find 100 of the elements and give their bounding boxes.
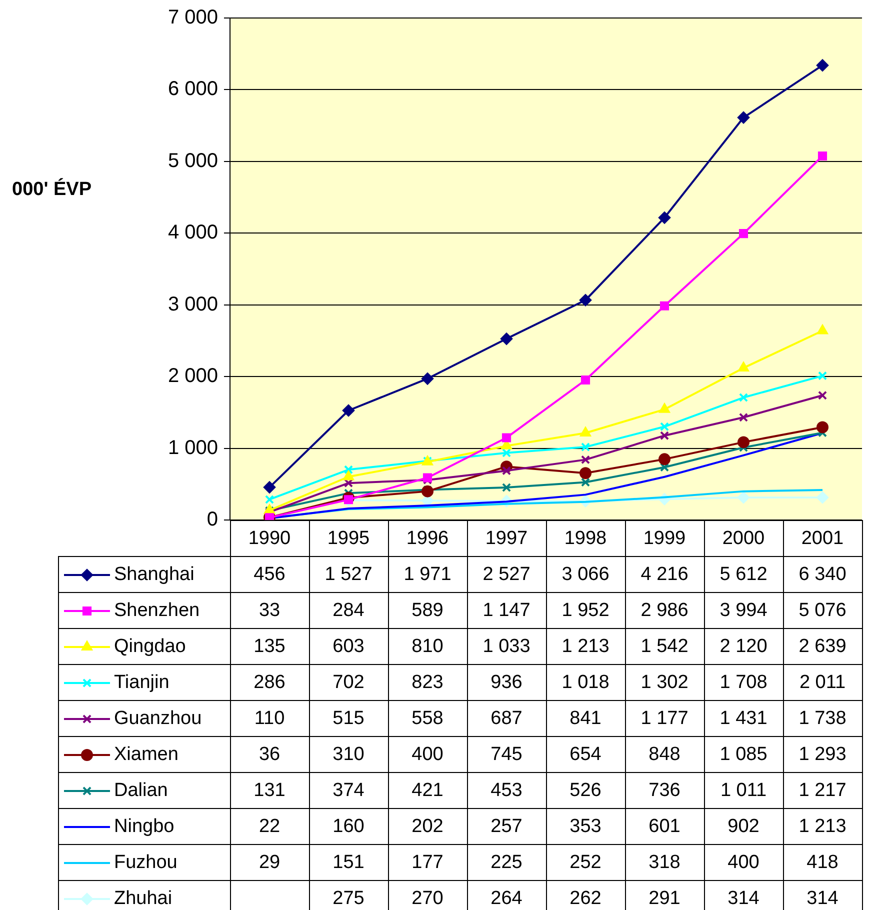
data-label: 810 <box>412 636 444 658</box>
data-label: 1 177 <box>640 708 688 730</box>
x-tick-label: 2000 <box>722 528 765 550</box>
data-label: 36 <box>258 744 280 766</box>
x-tick-label: 1998 <box>564 528 607 550</box>
x-tick-label: 1997 <box>485 528 528 550</box>
x-tick-label: 1995 <box>327 528 370 550</box>
data-label: 1 952 <box>562 600 610 622</box>
y-tick-label: 6 000 <box>168 78 218 100</box>
data-label: 318 <box>648 852 680 874</box>
data-label: 1 213 <box>798 816 846 838</box>
data-label: 1 018 <box>562 672 610 694</box>
data-label: 1 213 <box>562 636 610 658</box>
legend-label: Shenzhen <box>114 600 200 622</box>
data-label: 284 <box>332 600 365 622</box>
data-label: 291 <box>648 888 680 910</box>
data-label: 1 217 <box>798 780 846 802</box>
y-tick-label: 1 000 <box>168 436 218 459</box>
legend-label: Ningbo <box>114 816 174 838</box>
data-label: 1 738 <box>798 708 846 730</box>
data-label: 1 033 <box>482 636 530 658</box>
data-label: 2 527 <box>482 564 530 586</box>
data-label: 902 <box>728 816 760 838</box>
data-label: 589 <box>412 600 444 622</box>
legend-label: Shanghai <box>114 564 194 586</box>
data-label: 1 708 <box>720 672 768 694</box>
data-label: 1 527 <box>324 564 372 586</box>
data-label: 823 <box>412 672 444 694</box>
data-label: 4 216 <box>640 564 688 586</box>
y-tick-label: 7 000 <box>168 6 218 29</box>
data-label: 310 <box>332 744 364 766</box>
x-tick-label: 1996 <box>406 528 449 550</box>
y-tick-label: 4 000 <box>168 222 218 244</box>
data-label: 5 612 <box>720 564 768 586</box>
y-tick-label: 5 000 <box>168 150 218 172</box>
data-label: 314 <box>728 888 760 910</box>
data-label: 5 076 <box>798 600 846 622</box>
data-label: 601 <box>648 816 680 838</box>
legend-label: Dalian <box>114 780 168 802</box>
legend-label: Tianjin <box>114 672 170 694</box>
data-label: 33 <box>258 600 280 622</box>
data-label: 702 <box>332 672 364 694</box>
data-label: 1 971 <box>404 564 452 586</box>
y-tick-label: 3 000 <box>168 293 218 316</box>
data-label: 135 <box>254 636 286 658</box>
x-tick-label: 1990 <box>248 528 291 550</box>
data-label: 526 <box>570 780 602 802</box>
data-label: 936 <box>490 672 522 694</box>
data-label: 515 <box>332 708 364 730</box>
legend-label: Fuzhou <box>114 852 178 874</box>
data-label: 687 <box>490 708 522 730</box>
data-label: 558 <box>412 708 444 730</box>
data-label: 160 <box>332 816 364 838</box>
data-label: 2 986 <box>640 600 688 622</box>
data-label: 252 <box>570 852 602 874</box>
y-tick-label: 2 000 <box>168 365 218 388</box>
data-label: 456 <box>254 564 286 586</box>
data-label: 400 <box>412 744 444 766</box>
data-label: 745 <box>490 744 522 766</box>
data-label: 110 <box>254 708 285 730</box>
data-label: 262 <box>570 888 602 910</box>
data-label: 654 <box>570 744 602 766</box>
data-label: 264 <box>490 888 523 910</box>
legend-label: Zhuhai <box>114 888 172 910</box>
data-label: 225 <box>490 852 522 874</box>
x-tick-label: 1999 <box>643 528 686 550</box>
data-label: 841 <box>570 708 602 730</box>
data-label: 1 147 <box>482 600 530 622</box>
data-label: 257 <box>490 816 522 838</box>
data-label: 418 <box>806 852 838 874</box>
data-label: 2 011 <box>799 672 846 694</box>
data-label: 736 <box>648 780 680 802</box>
legend-label: Guanzhou <box>114 708 202 730</box>
data-label: 421 <box>412 780 444 802</box>
data-label: 151 <box>332 852 364 874</box>
data-label: 353 <box>570 816 602 838</box>
data-label: 286 <box>254 672 286 694</box>
data-label: 6 340 <box>798 564 846 586</box>
data-label: 29 <box>258 852 280 874</box>
data-label: 275 <box>332 888 364 910</box>
data-label: 177 <box>412 852 444 874</box>
data-label: 603 <box>332 636 364 658</box>
x-tick-label: 2001 <box>801 528 844 550</box>
legend-label: Xiamen <box>114 744 178 766</box>
data-label: 374 <box>332 780 365 802</box>
legend-label: Qingdao <box>114 636 186 658</box>
data-label: 2 120 <box>720 636 768 658</box>
data-label: 848 <box>648 744 680 766</box>
data-label: 1 302 <box>640 672 688 694</box>
data-label: 1 431 <box>720 708 768 730</box>
data-label: 131 <box>254 780 286 802</box>
y-axis-title: 000' ÉVP <box>12 178 92 200</box>
data-label: 1 011 <box>720 780 767 802</box>
data-label: 22 <box>258 816 280 838</box>
data-label: 1 293 <box>798 744 846 766</box>
y-tick-label: 0 <box>206 508 218 531</box>
data-label: 1 542 <box>640 636 688 658</box>
data-label: 314 <box>806 888 839 910</box>
data-label: 1 085 <box>720 744 768 766</box>
data-label: 270 <box>412 888 444 910</box>
